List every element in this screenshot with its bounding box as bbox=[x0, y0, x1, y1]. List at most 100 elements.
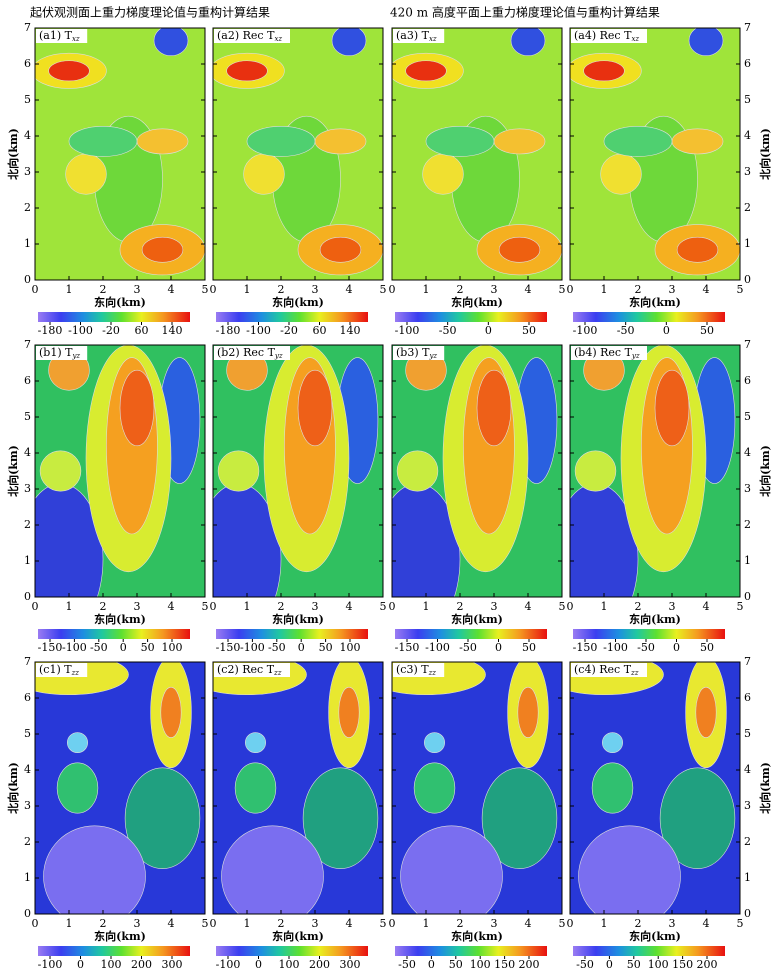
y-tick-label: 7 bbox=[24, 21, 31, 34]
x-tick-label: 2 bbox=[635, 600, 642, 613]
contour-map bbox=[213, 662, 383, 914]
frame bbox=[212, 344, 384, 598]
field-blob bbox=[671, 128, 724, 155]
contour-map bbox=[392, 345, 562, 597]
colorbar-tick-label: -150 bbox=[573, 641, 598, 654]
y-tick-label: 1 bbox=[744, 237, 751, 250]
colorbar bbox=[573, 312, 725, 322]
panel-label-text: (a4) Rec T bbox=[574, 29, 632, 42]
x-tick-label: 2 bbox=[635, 283, 642, 296]
field-blob bbox=[425, 125, 495, 157]
colorbar-tick-label: -100 bbox=[38, 958, 63, 971]
x-axis-label: 东向(km) bbox=[451, 929, 503, 943]
contour-map bbox=[570, 28, 740, 280]
panel-label-text: (c1) T bbox=[39, 663, 72, 676]
x-tick-label: 3 bbox=[491, 283, 498, 296]
x-tick-label: 3 bbox=[312, 917, 319, 930]
colorbar-tick-label: -100 bbox=[573, 324, 598, 337]
x-tick-label: 0 bbox=[389, 917, 396, 930]
colorbar-tick-label: -50 bbox=[398, 958, 416, 971]
x-tick-label: 1 bbox=[601, 600, 608, 613]
x-tick-label: 5 bbox=[737, 283, 744, 296]
colorbar-tick-label: -50 bbox=[439, 324, 457, 337]
x-tick-label: 4 bbox=[703, 283, 710, 296]
x-tick-label: 3 bbox=[134, 917, 141, 930]
field-blob bbox=[510, 28, 546, 57]
panel-label-text: (b1) T bbox=[39, 346, 73, 359]
x-tick-label: 4 bbox=[525, 600, 532, 613]
x-tick-label: 1 bbox=[66, 917, 73, 930]
field-blob bbox=[493, 128, 546, 155]
x-tick-label: 1 bbox=[423, 283, 430, 296]
panel-label-sub: zz bbox=[428, 669, 437, 677]
x-tick-label: 1 bbox=[601, 283, 608, 296]
colorbar-tick-label: 0 bbox=[485, 324, 492, 337]
contour-map bbox=[213, 28, 383, 280]
field-blob bbox=[153, 28, 189, 57]
panel-label-sub: yz bbox=[274, 352, 283, 360]
panel-label-sub: yz bbox=[631, 352, 640, 360]
x-axis-label: 东向(km) bbox=[94, 929, 146, 943]
field-blob bbox=[302, 767, 379, 869]
label-box bbox=[571, 663, 647, 677]
colorbar-tick-label: 100 bbox=[279, 958, 300, 971]
x-tick-label: 4 bbox=[168, 600, 175, 613]
x-tick-label: 5 bbox=[202, 600, 209, 613]
colorbar-tick-label: -50 bbox=[637, 641, 655, 654]
panel-label: (b1) Tyz bbox=[39, 346, 80, 360]
panel-label: (a2) Rec Txz bbox=[217, 29, 282, 43]
x-tick-label: 0 bbox=[567, 600, 574, 613]
x-tick-label: 3 bbox=[134, 283, 141, 296]
label-box bbox=[393, 29, 445, 43]
x-tick-label: 2 bbox=[100, 917, 107, 930]
field-blob bbox=[314, 128, 367, 155]
colorbar-tick-label: -50 bbox=[617, 324, 635, 337]
panel-label-text: (c3) T bbox=[396, 663, 429, 676]
frame bbox=[391, 344, 563, 598]
y-tick-label: 3 bbox=[744, 799, 751, 812]
y-tick-label: 4 bbox=[24, 763, 31, 776]
label-box bbox=[393, 346, 445, 360]
y-tick-label: 6 bbox=[744, 691, 751, 704]
x-tick-label: 4 bbox=[346, 600, 353, 613]
x-tick-label: 0 bbox=[210, 600, 217, 613]
y-tick-label: 6 bbox=[24, 691, 31, 704]
field-blob bbox=[141, 236, 184, 263]
colorbar-tick-label: -150 bbox=[395, 641, 420, 654]
colorbar-tick-label: 50 bbox=[700, 324, 714, 337]
field-blob bbox=[400, 825, 503, 914]
colorbar bbox=[216, 312, 368, 322]
x-axis-label: 东向(km) bbox=[94, 612, 146, 626]
y-tick-label: 7 bbox=[744, 338, 751, 351]
field-blob bbox=[695, 686, 717, 738]
colorbar-tick-label: -100 bbox=[425, 641, 450, 654]
field-blob bbox=[413, 762, 456, 814]
field-blob bbox=[600, 153, 642, 195]
field-blob bbox=[405, 60, 447, 82]
y-tick-label: 0 bbox=[24, 907, 31, 920]
y-axis-label: 北向(km) bbox=[758, 445, 772, 497]
frame bbox=[569, 27, 741, 281]
colorbar-tick-label: -100 bbox=[246, 324, 271, 337]
contour-map bbox=[392, 662, 562, 914]
y-tick-label: 0 bbox=[24, 590, 31, 603]
y-axis-label: 北向(km) bbox=[6, 128, 20, 180]
y-tick-label: 5 bbox=[24, 93, 31, 106]
heading: 420 m 高度平面上重力梯度理论值与重构计算结果 bbox=[390, 5, 660, 20]
label-box bbox=[571, 346, 647, 360]
colorbar-tick-label: 300 bbox=[162, 958, 183, 971]
y-tick-label: 1 bbox=[24, 554, 31, 567]
x-tick-label: 3 bbox=[491, 917, 498, 930]
y-tick-label: 4 bbox=[24, 446, 31, 459]
x-tick-label: 5 bbox=[737, 917, 744, 930]
colorbar-tick-label: 140 bbox=[162, 324, 183, 337]
colorbar-tick-label: -20 bbox=[280, 324, 298, 337]
y-tick-label: 1 bbox=[744, 871, 751, 884]
colorbar-tick-label: -100 bbox=[216, 958, 241, 971]
y-tick-label: 4 bbox=[744, 763, 751, 776]
colorbar-tick-label: 200 bbox=[519, 958, 540, 971]
field-blob bbox=[481, 767, 558, 869]
panel-label: (a3) Txz bbox=[396, 29, 437, 43]
x-axis-label: 东向(km) bbox=[451, 295, 503, 309]
x-tick-label: 4 bbox=[168, 283, 175, 296]
